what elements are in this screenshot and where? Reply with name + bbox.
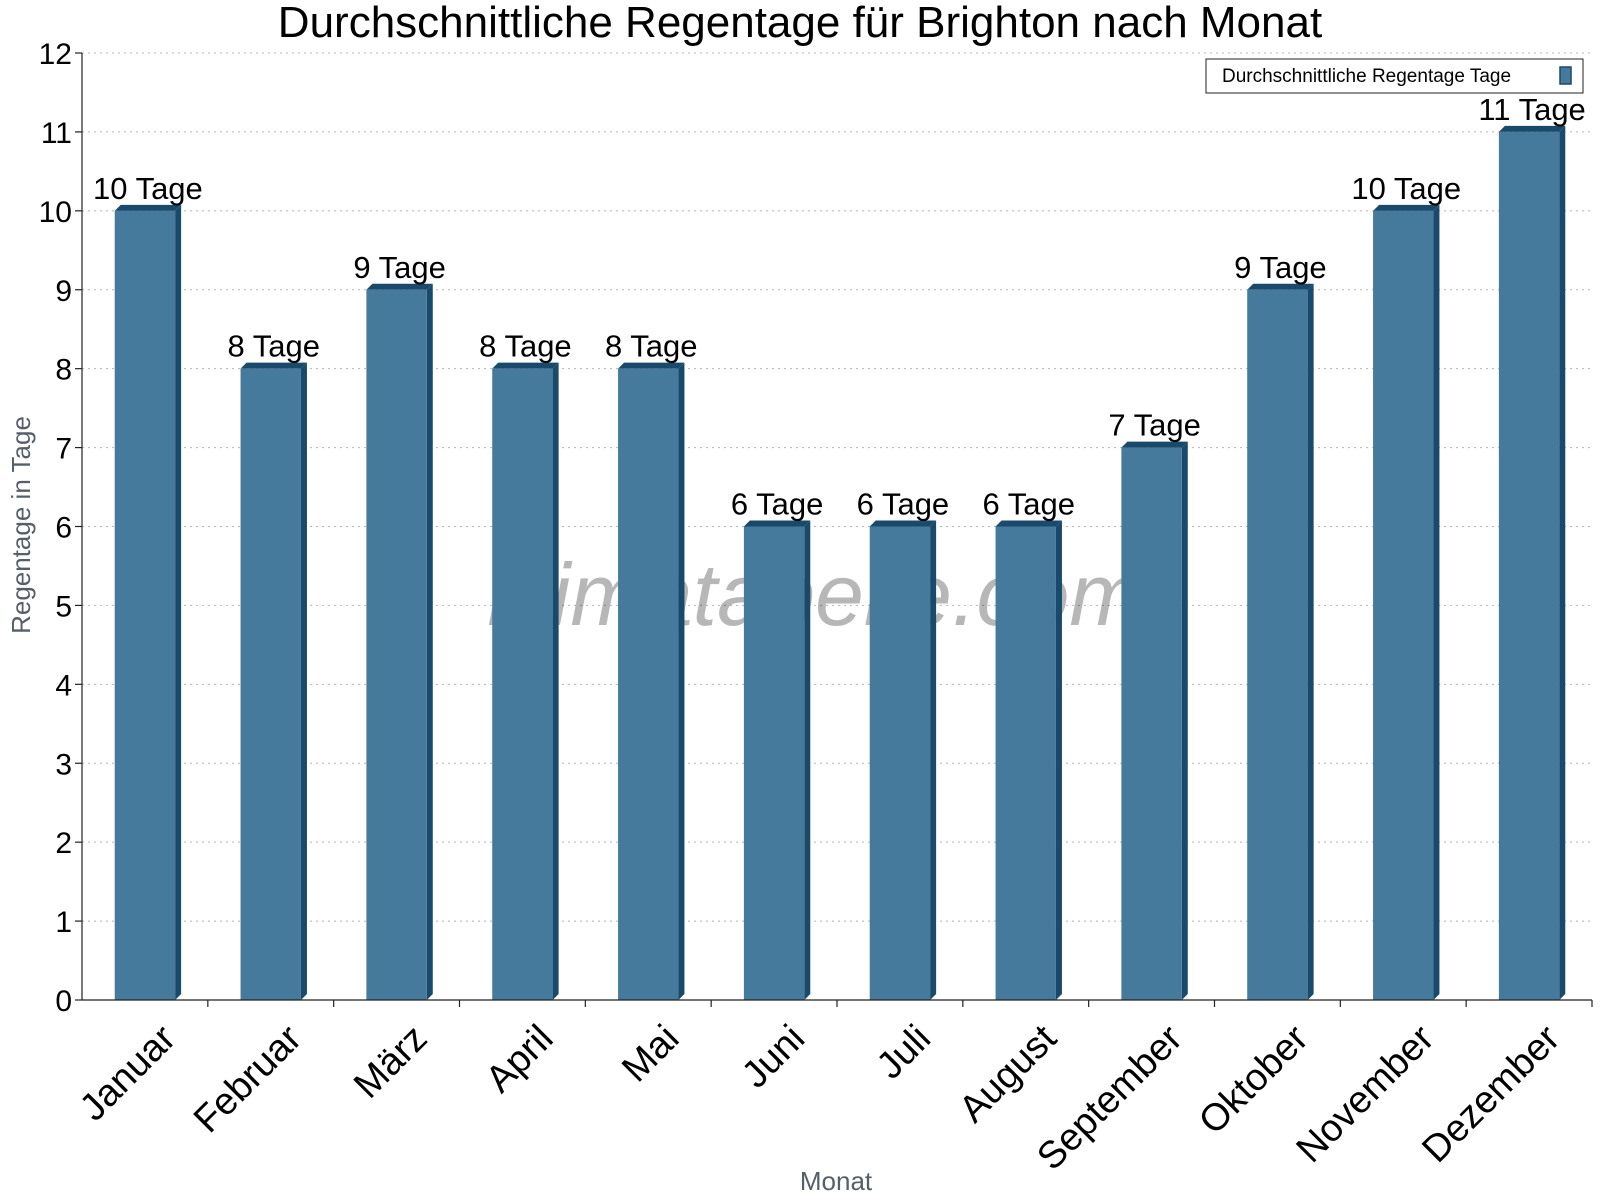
- bar-side-face: [300, 362, 307, 1001]
- bar-oktober: [1247, 283, 1314, 1000]
- bar-top-face: [114, 204, 182, 211]
- x-tick-label: Juli: [869, 1017, 939, 1087]
- bar-front-face: [743, 526, 805, 1000]
- bar-side-face: [804, 520, 811, 1000]
- y-tick-label: 0: [55, 985, 72, 1018]
- x-tick-label: August: [951, 1017, 1065, 1131]
- legend: Durchschnittliche Regentage Tage: [1205, 58, 1584, 94]
- y-axis-title: Regentage in Tage: [6, 416, 36, 634]
- axes-layer: [75, 52, 1593, 1007]
- bar-front-face: [995, 526, 1056, 1000]
- bar-dezember: [1498, 125, 1566, 1000]
- bar-top-face: [240, 362, 307, 369]
- bar-august: [995, 520, 1062, 1000]
- bar-front-face: [1498, 131, 1560, 1000]
- bar-side-face: [426, 283, 433, 1000]
- x-tick-label: Februar: [186, 1017, 310, 1141]
- bar-januar: [114, 204, 182, 1001]
- y-tick-label: 1: [55, 906, 72, 939]
- bar-november: [1373, 204, 1440, 1001]
- data-label: 10 Tage: [1351, 171, 1461, 206]
- bar-juli: [869, 520, 937, 1000]
- bar-front-face: [1247, 289, 1308, 1000]
- y-tick-label: 12: [39, 38, 72, 71]
- legend-swatch: [1559, 66, 1572, 85]
- bar-top-face: [1121, 441, 1188, 448]
- x-tick-label: Januar: [72, 1017, 184, 1129]
- bar-side-face: [1181, 441, 1188, 1000]
- bar-side-face: [1055, 520, 1062, 1000]
- data-label: 11 Tage: [1478, 92, 1585, 127]
- bar-top-face: [1247, 283, 1314, 290]
- bar-mai: [618, 362, 685, 1001]
- y-tick-label: 10: [39, 196, 72, 229]
- x-tick-label: April: [478, 1017, 561, 1100]
- y-tick-label: 8: [55, 354, 72, 387]
- data-label: 7 Tage: [1108, 408, 1201, 443]
- legend-label: Durchschnittliche Regentage Tage: [1222, 66, 1511, 87]
- bar-side-face: [1433, 204, 1440, 1001]
- bar-front-face: [240, 368, 301, 1001]
- data-label: 8 Tage: [605, 329, 698, 364]
- bar-top-face: [492, 362, 559, 369]
- bar-februar: [240, 362, 307, 1001]
- bar-top-face: [1498, 125, 1566, 132]
- data-label: 6 Tage: [982, 487, 1075, 522]
- data-label: 9 Tage: [353, 250, 446, 285]
- y-tick-label: 7: [55, 433, 72, 466]
- y-tick-label: 9: [55, 275, 72, 308]
- data-label: 9 Tage: [1234, 250, 1327, 285]
- bar-märz: [366, 283, 433, 1000]
- bar-top-face: [618, 362, 685, 369]
- bar-front-face: [869, 526, 931, 1000]
- bar-juni: [743, 520, 811, 1000]
- bar-side-face: [930, 520, 937, 1000]
- bar-side-face: [552, 362, 559, 1001]
- x-tick-label: Juni: [734, 1017, 813, 1096]
- bar-front-face: [1121, 447, 1182, 1000]
- bars-layer: [114, 125, 1566, 1001]
- bar-front-face: [114, 210, 176, 1001]
- x-tick-label: März: [346, 1017, 435, 1106]
- bar-front-face: [1373, 210, 1434, 1001]
- bar-side-face: [175, 204, 182, 1001]
- data-label: 8 Tage: [479, 329, 572, 364]
- y-tick-label: 11: [41, 117, 72, 150]
- bar-side-face: [678, 362, 685, 1001]
- data-label: 10 Tage: [93, 171, 203, 206]
- bar-top-face: [743, 520, 811, 527]
- bar-september: [1121, 441, 1188, 1000]
- x-tick-label: November: [1289, 1017, 1443, 1171]
- y-tick-label: 4: [55, 669, 72, 702]
- x-axis-title: Monat: [800, 1166, 873, 1196]
- bar-top-face: [366, 283, 433, 290]
- data-label: 6 Tage: [857, 487, 950, 522]
- bar-side-face: [1559, 125, 1566, 1000]
- bar-april: [492, 362, 559, 1001]
- bar-front-face: [618, 368, 679, 1001]
- data-label: 8 Tage: [227, 329, 320, 364]
- x-tick-label: Oktober: [1191, 1017, 1317, 1143]
- y-tick-label: 2: [55, 827, 72, 860]
- bar-side-face: [1307, 283, 1314, 1000]
- bar-top-face: [1373, 204, 1440, 211]
- legend-box: [1205, 58, 1584, 94]
- x-tick-label: Dezember: [1414, 1017, 1568, 1171]
- bar-front-face: [366, 289, 427, 1000]
- x-tick-label: Mai: [614, 1017, 687, 1090]
- bar-front-face: [492, 368, 553, 1001]
- bar-top-face: [869, 520, 937, 527]
- data-label: 6 Tage: [731, 487, 824, 522]
- y-tick-label: 6: [55, 512, 72, 545]
- y-tick-label: 3: [55, 748, 72, 781]
- bar-top-face: [995, 520, 1062, 527]
- y-tick-label: 5: [55, 590, 72, 623]
- chart-title: Durchschnittliche Regentage für Brighton…: [278, 0, 1322, 47]
